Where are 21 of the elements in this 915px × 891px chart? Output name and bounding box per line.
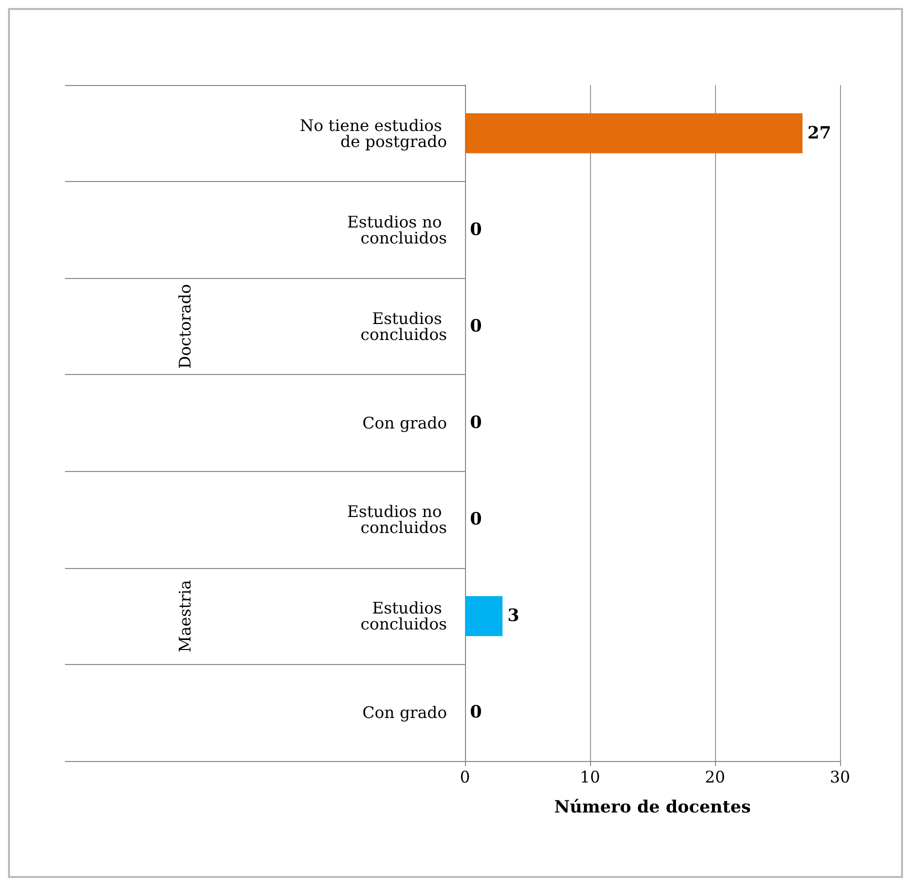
y-tick-label: No tiene estudios de postgrado: [300, 116, 447, 151]
x-tick-label: 30: [830, 768, 850, 786]
y-tick-label: Estudios no concluidos: [347, 502, 447, 538]
y-tick-label: Con grado: [362, 703, 447, 722]
text: Maestria: [176, 580, 194, 652]
text: Doctorado: [176, 284, 194, 369]
x-axis-title: Número de docentes: [554, 798, 751, 818]
y-tick-label: Estudios no concluidos: [347, 212, 447, 248]
data-label: 0: [470, 220, 482, 240]
data-label: 27: [808, 123, 832, 144]
data-label: 0: [470, 316, 482, 336]
data-label: 0: [470, 413, 482, 433]
data-label: 0: [470, 702, 482, 723]
x-tick-label: 20: [704, 768, 726, 786]
data-label: 3: [508, 606, 520, 626]
y-tick-label: Estudios concluidos: [360, 598, 447, 634]
x-tick-label: 10: [580, 768, 600, 786]
data-label: 0: [470, 510, 482, 530]
y-tick-label: Con grado: [362, 414, 447, 432]
x-tick-label: 0: [460, 768, 470, 786]
y-tick-label: Estudios concluidos: [360, 308, 447, 344]
